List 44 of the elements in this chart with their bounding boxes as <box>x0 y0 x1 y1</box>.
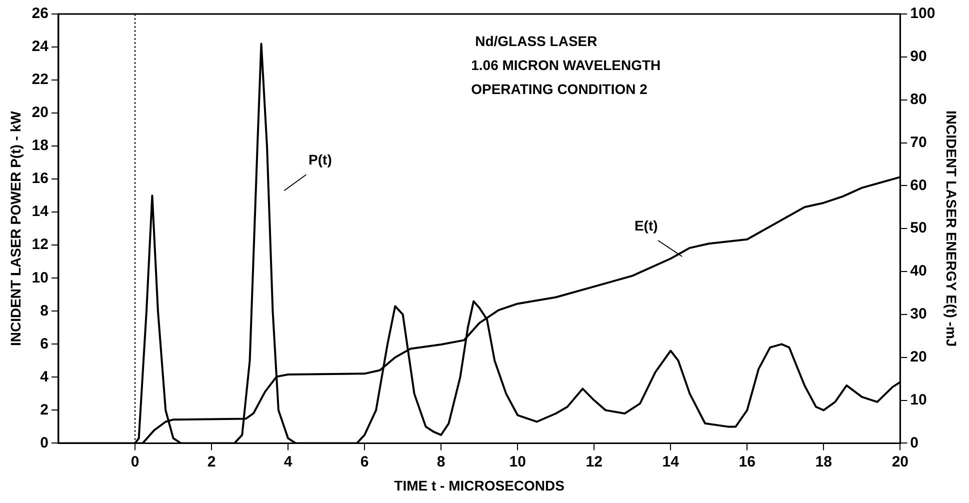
text: P(t) <box>308 151 332 168</box>
x-tick-label: 12 <box>586 453 602 470</box>
y-tick-label: 8 <box>40 302 48 320</box>
annotation: 1.06 MICRON WAVELENGTH <box>471 56 661 73</box>
y-tick-label: 24 <box>32 38 50 56</box>
annotation: OPERATING CONDITION 2 <box>471 80 648 97</box>
x-tick-label: 20 <box>892 453 909 470</box>
y-tick-label: 20 <box>32 104 48 122</box>
y2-tick-label: 50 <box>910 220 927 237</box>
y-tick-label: 14 <box>32 203 50 220</box>
y2-tick-label: 30 <box>910 306 927 323</box>
y-tick-label: 26 <box>32 5 48 22</box>
x-tick-label: 4 <box>284 453 293 470</box>
y-tick-label: 12 <box>32 236 48 254</box>
x-tick-label: 18 <box>815 453 832 470</box>
y-tick-label: 2 <box>40 401 48 418</box>
y2-tick-label: 90 <box>910 48 927 66</box>
text: E(t) <box>634 217 658 234</box>
y-tick-label: 4 <box>40 368 50 386</box>
x-tick-label: 6 <box>360 453 369 470</box>
y2-tick-label: 40 <box>910 262 927 280</box>
y2-tick-label: 70 <box>910 134 927 151</box>
x-tick-label: 8 <box>436 453 446 470</box>
y-tick-label: 18 <box>32 137 48 154</box>
x-tick-label: 14 <box>662 453 680 470</box>
y-tick-label: 6 <box>40 335 48 352</box>
y2-tick-label: 60 <box>910 176 927 194</box>
y2-tick-label: 100 <box>910 5 936 22</box>
x-tick-label: 2 <box>207 453 216 470</box>
x-tick-label: 16 <box>738 453 756 470</box>
y2-tick-label: 10 <box>910 391 927 408</box>
y2-tick-label: 20 <box>910 348 927 366</box>
y-tick-label: 0 <box>40 434 48 452</box>
x-tick-label: 0 <box>130 453 140 470</box>
y2-tick-label: 0 <box>910 434 919 452</box>
y2-axis-title: INCIDENT LASER ENERGY E(t) -mJ <box>944 110 960 347</box>
y-axis-title: INCIDENT LASER POWER P(t) - kW <box>7 110 24 346</box>
y-tick-label: 16 <box>32 170 48 188</box>
annotation: Nd/GLASS LASER <box>475 32 598 49</box>
x-tick-label: 10 <box>509 453 526 470</box>
y-tick-label: 22 <box>32 71 48 88</box>
y2-tick-label: 80 <box>910 90 927 108</box>
y-tick-label: 10 <box>32 269 48 286</box>
x-axis-title: TIME t - MICROSECONDS <box>394 477 564 494</box>
